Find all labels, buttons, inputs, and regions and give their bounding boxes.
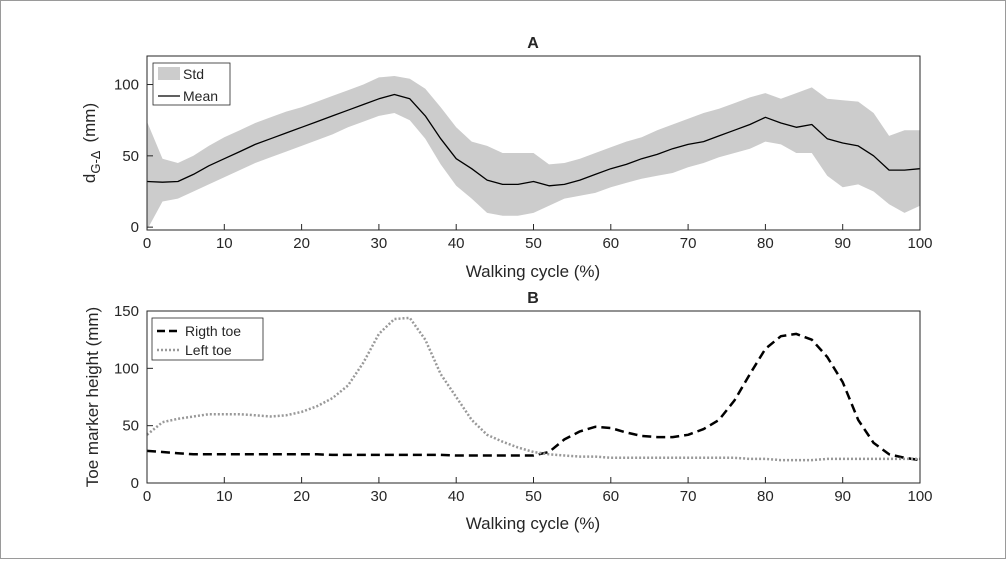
panel-a-x-axis-label: Walking cycle (%) (466, 262, 600, 281)
panel-a-x-tick-label: 40 (448, 235, 465, 252)
panel-a-y-axis-label-unit: (mm) (80, 103, 99, 143)
panel-a-y-tick-label: 50 (122, 148, 139, 165)
panel-b-title: B (527, 290, 539, 307)
panel-b-x-tick-label: 30 (371, 488, 388, 505)
panel-a-y-axis-label-main: d (80, 174, 99, 183)
legend-label-left-toe: Left toe (185, 342, 232, 358)
panel-b-x-tick-label: 0 (143, 488, 151, 505)
panel-b-x-tick-label: 70 (680, 488, 697, 505)
panel-a-x-tick-label: 20 (293, 235, 310, 252)
panel-b-x-tick-label: 20 (293, 488, 310, 505)
panel-b-y-tick-label: 0 (131, 475, 139, 492)
panel-b-legend: Rigth toe Left toe (151, 317, 264, 361)
panel-a-x-tick-label: 90 (834, 235, 851, 252)
panel-a-y-axis-label: dG-Δ (mm) (80, 103, 103, 183)
panel-a-y-tick-label: 100 (114, 77, 139, 94)
panel-b-x-axis-label: Walking cycle (%) (466, 514, 600, 533)
panel-b: 0 10 20 30 40 50 60 70 80 90 100 0 50 100 150 B Walkin… (83, 290, 933, 533)
panel-a-title: A (527, 35, 539, 52)
legend-label-mean: Mean (183, 88, 218, 104)
panel-b-x-tick-label: 10 (216, 488, 233, 505)
panel-b-marks (146, 316, 921, 462)
mean-line (146, 93, 921, 187)
panel-a-marks (146, 76, 921, 230)
panel-a-x-tick-label: 30 (371, 235, 388, 252)
panel-a-x-tick-label: 50 (525, 235, 542, 252)
panel-b-x-tick-label: 60 (602, 488, 619, 505)
panel-b-legend-box (151, 317, 264, 361)
panel-a-x-tick-label: 10 (216, 235, 233, 252)
panel-b-y-tick-label: 100 (114, 360, 139, 377)
panel-a-x-tick-label: 0 (143, 235, 151, 252)
panel-a-x-tick-label: 70 (680, 235, 697, 252)
right-toe-line (146, 332, 921, 462)
panel-b-x-tick-label: 90 (834, 488, 851, 505)
panel-a-y-axis-label-sub: G-Δ (88, 150, 103, 173)
panel-b-x-tick-label: 40 (448, 488, 465, 505)
panel-b-y-tick-label: 50 (122, 418, 139, 435)
panel-b-x-tick-label: 50 (525, 488, 542, 505)
panel-b-x-tick-label: 100 (907, 488, 932, 505)
panel-b-y-tick-label: 150 (114, 303, 139, 320)
panel-a: 0 10 20 30 40 50 60 70 80 90 100 0 50 100 A Walking c… (80, 35, 933, 281)
panel-a-x-tick-label: 80 (757, 235, 774, 252)
panel-b-x-tick-label: 80 (757, 488, 774, 505)
panel-a-y-tick-label: 0 (131, 219, 139, 236)
std-band (147, 76, 920, 230)
panel-a-x-tick-label: 60 (602, 235, 619, 252)
panel-a-x-tick-label: 100 (907, 235, 932, 252)
legend-label-right-toe: Rigth toe (185, 323, 241, 339)
left-toe-line (146, 316, 920, 462)
panel-b-ticks: 0 10 20 30 40 50 60 70 80 90 100 0 50 100 150 (114, 303, 933, 505)
panel-b-y-axis-label: Toe marker height (mm) (83, 307, 102, 487)
panel-a-ticks: 0 10 20 30 40 50 60 70 80 90 100 0 50 100 (114, 77, 933, 252)
panel-a-legend: Std Mean (152, 62, 231, 106)
legend-label-std: Std (183, 66, 204, 82)
legend-swatch-std (158, 67, 180, 80)
